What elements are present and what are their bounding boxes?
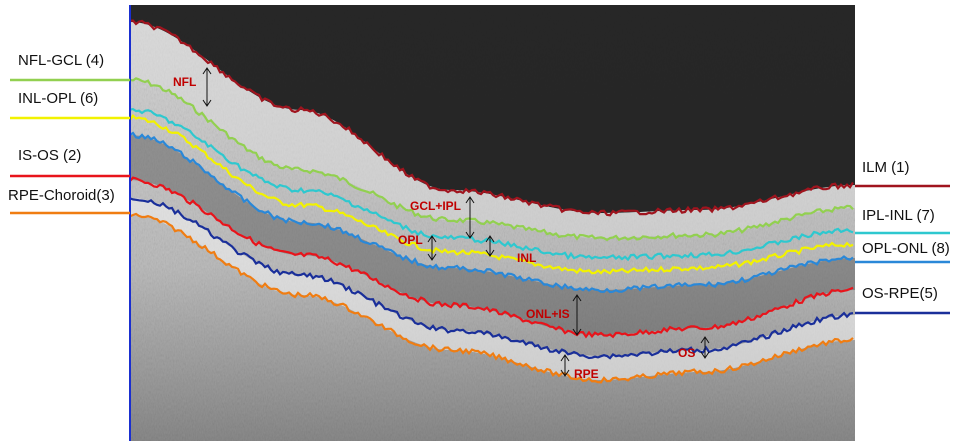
- thickness-arrow: [427, 235, 437, 261]
- layer-label: RPE: [574, 367, 599, 381]
- boundary-label: NFL-GCL (4): [18, 52, 104, 69]
- thickness-arrow: [560, 354, 570, 377]
- boundary-curve: [130, 131, 854, 294]
- boundary-curve: [130, 107, 854, 262]
- thickness-arrow: [465, 196, 475, 239]
- boundary-curve: [130, 197, 854, 360]
- boundary-label: RPE-Choroid(3): [8, 187, 115, 204]
- boundary-curve: [130, 77, 854, 242]
- thickness-arrow: [572, 294, 582, 336]
- boundary-label: ILM (1): [862, 159, 910, 176]
- layer-label: GCL+IPL: [410, 199, 461, 213]
- boundary-curve: [130, 114, 854, 275]
- thickness-arrow: [485, 235, 495, 257]
- thickness-arrow: [202, 67, 212, 107]
- layer-label: NFL: [173, 75, 196, 89]
- thickness-arrow: [700, 336, 710, 359]
- layer-label: OS: [678, 346, 695, 360]
- boundary-label: INL-OPL (6): [18, 90, 98, 107]
- layer-label: ONL+IS: [526, 307, 570, 321]
- boundary-curve: [130, 176, 854, 339]
- region: [130, 135, 855, 335]
- oct-image: [130, 5, 855, 441]
- boundary-label: IS-OS (2): [18, 147, 81, 164]
- boundary-label: IPL-INL (7): [862, 207, 935, 224]
- boundary-curve: [130, 212, 854, 384]
- region: [130, 5, 855, 213]
- boundary-label: OS-RPE(5): [862, 285, 938, 302]
- layer-label: INL: [517, 251, 536, 265]
- layer-label: OPL: [398, 233, 423, 247]
- boundary-curve: [130, 19, 854, 217]
- boundary-label: OPL-ONL (8): [862, 240, 950, 257]
